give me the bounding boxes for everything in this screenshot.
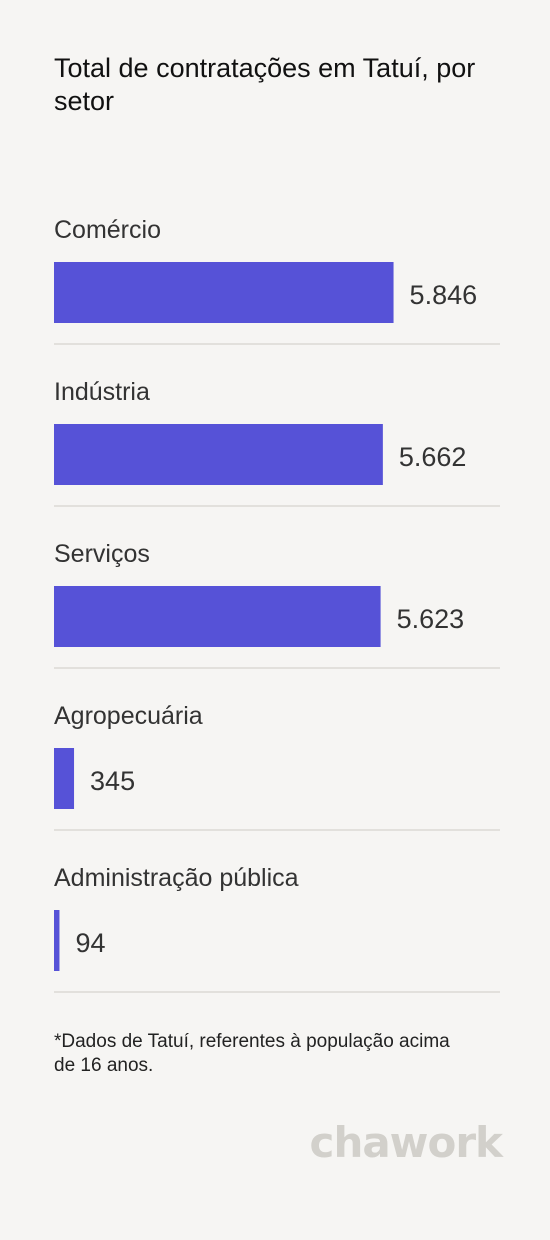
value-label: 5.623 bbox=[397, 604, 465, 634]
value-label: 5.662 bbox=[399, 442, 467, 472]
bar bbox=[54, 748, 75, 809]
category-label: Administração pública bbox=[54, 864, 299, 892]
bar bbox=[54, 910, 60, 971]
category-label: Serviços bbox=[54, 540, 150, 568]
category-label: Agropecuária bbox=[54, 702, 203, 730]
bar bbox=[54, 424, 383, 485]
value-label: 345 bbox=[90, 766, 135, 796]
value-label: 94 bbox=[75, 928, 105, 958]
bar-chart: Comércio 5.846 Indústria 5.662 Serviços 5.623… bbox=[54, 216, 500, 993]
category-label: Indústria bbox=[54, 378, 150, 406]
footnote: *Dados de Tatuí, referentes à população … bbox=[54, 1031, 450, 1076]
bar bbox=[54, 586, 381, 647]
category-label: Comércio bbox=[54, 216, 161, 244]
bar bbox=[54, 262, 394, 323]
chawork-logo: chawork bbox=[309, 1118, 503, 1167]
chart-title: Total de contratações em Tatuí, por seto… bbox=[54, 53, 476, 116]
value-label: 5.846 bbox=[410, 280, 478, 310]
